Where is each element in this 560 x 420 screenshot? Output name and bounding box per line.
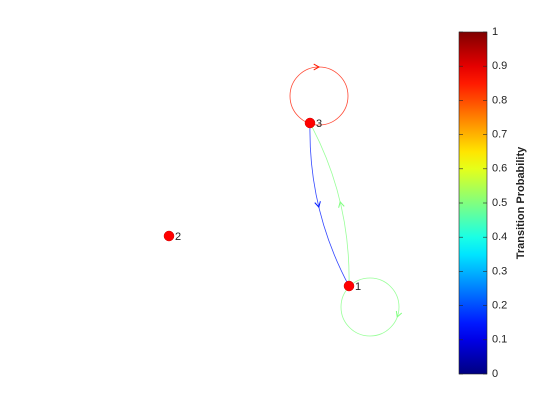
node-label: 1	[355, 281, 361, 293]
colorbar-tick-label: 0.5	[492, 197, 507, 209]
colorbar-tick-label: 0.3	[492, 265, 507, 277]
edge-layer	[289, 63, 403, 337]
edge-arrowhead	[395, 310, 403, 318]
self-loop-edge	[289, 66, 349, 126]
colorbar-tick-label: 0.9	[492, 60, 507, 72]
colorbar-tick-label: 0.2	[492, 300, 507, 312]
edge-arrowhead	[338, 200, 345, 208]
colorbar-tick-label: 0.8	[492, 94, 507, 106]
node-label: 2	[175, 231, 181, 243]
colorbar-tick-label: 0.7	[492, 129, 507, 141]
node-layer: 1 2 3	[163, 117, 361, 293]
colorbar-tick-label: 0.4	[492, 231, 507, 243]
colorbar: 0 0.1 0.2 0.3 0.4 0.5 0.6 0.7 0.8 0.9 1 Transition …	[458, 26, 527, 380]
colorbar-tick-label: 0.6	[492, 163, 507, 175]
edge-arrowhead	[314, 201, 321, 209]
state-node	[304, 117, 316, 129]
self-loop-edge	[340, 277, 400, 337]
node-label: 3	[316, 118, 322, 130]
colorbar-tick-label: 1	[492, 26, 498, 38]
colorbar-tick-label: 0	[492, 368, 498, 380]
colorbar-gradient	[458, 31, 488, 375]
colorbar-label: Transition Probability	[515, 146, 527, 259]
colorbar-tick-label: 0.1	[492, 334, 507, 346]
state-node	[163, 230, 175, 242]
edge-arrowhead	[313, 63, 321, 71]
state-node	[343, 280, 355, 292]
